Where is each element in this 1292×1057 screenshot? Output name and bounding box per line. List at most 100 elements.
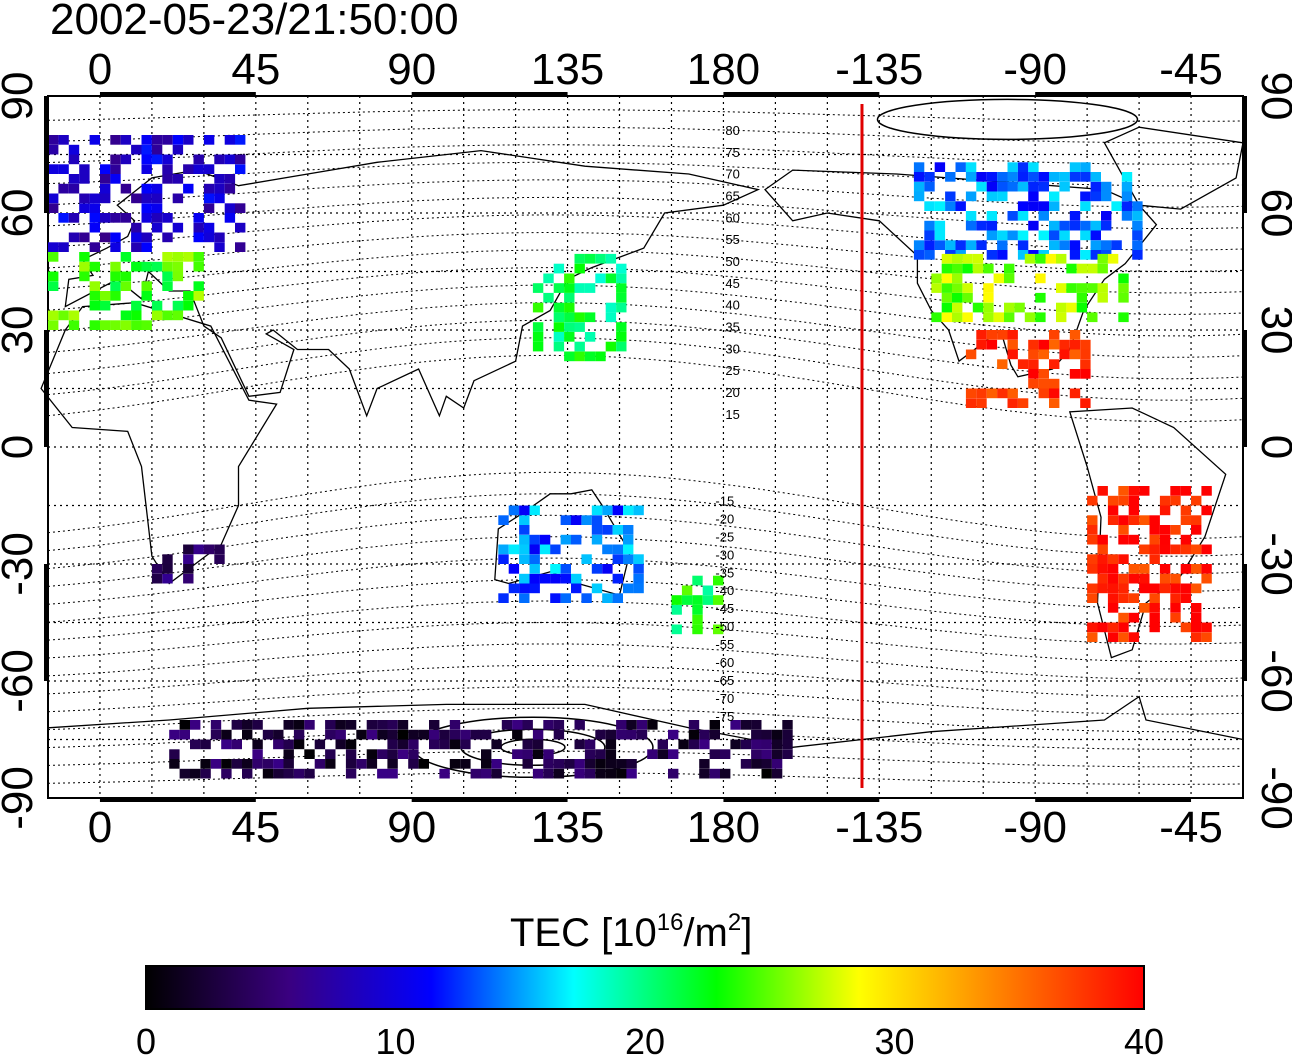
tec-cell [512, 749, 523, 759]
tec-cell [692, 575, 703, 586]
tec-cell [481, 729, 492, 740]
tec-cell [553, 302, 565, 313]
tec-cell [972, 263, 984, 274]
tec-cell [955, 162, 966, 172]
tec-cell [224, 183, 236, 194]
tec-cell [131, 242, 142, 252]
tec-cell [1049, 240, 1060, 250]
tec-cell [952, 302, 963, 313]
colorbar-tick-label: 40 [1124, 1021, 1164, 1057]
tec-cell [1035, 292, 1046, 303]
tec-cell [1059, 349, 1070, 360]
tec-cell [1087, 554, 1098, 564]
tec-cell [151, 135, 163, 145]
tec-cell [1007, 172, 1018, 182]
tec-cell [1159, 583, 1171, 594]
tec-cell [141, 291, 152, 301]
tec-cell [1069, 220, 1081, 231]
tec-cell [692, 595, 703, 605]
tec-cell [709, 729, 720, 740]
tec-cell [720, 749, 731, 759]
tec-cell [1128, 573, 1140, 584]
tec-cell [68, 144, 80, 155]
tec-cell [1111, 240, 1122, 250]
tec-cell [924, 201, 935, 211]
tec-cell [242, 768, 253, 779]
tec-cell [224, 203, 236, 213]
tec-cell [771, 768, 783, 779]
tec-cell [553, 283, 565, 293]
left-tick-label: -90 [0, 766, 42, 830]
tec-cell [771, 739, 783, 750]
tec-cell [1004, 273, 1015, 284]
tec-cell [345, 768, 357, 779]
magnetic-contour [47, 514, 1244, 575]
tec-cell [945, 240, 956, 250]
tec-cell [997, 172, 1008, 182]
tec-cell [162, 232, 173, 243]
tec-cell [986, 220, 998, 231]
tec-cell [193, 222, 204, 233]
tec-cell [539, 573, 551, 584]
tec-cell [564, 283, 575, 293]
tec-cell [110, 291, 121, 301]
tec-cell [141, 144, 152, 155]
tec-cell [100, 174, 111, 184]
tec-cell [623, 554, 634, 564]
tec-cell [235, 242, 246, 252]
left-tick-label: -60 [0, 649, 42, 713]
tec-cell [997, 191, 1008, 202]
tec-cell [1139, 515, 1150, 525]
tec-cell [100, 183, 111, 194]
tec-cell [934, 220, 946, 231]
right-tick-label: 90 [1252, 72, 1292, 121]
tec-cell [751, 759, 762, 769]
tec-cell [210, 720, 222, 730]
tec-cell [529, 554, 540, 564]
tec-cell [387, 729, 398, 740]
tec-cell [761, 759, 772, 769]
tec-cell [48, 281, 59, 291]
tec-cell [470, 768, 481, 779]
tec-cell [449, 759, 461, 769]
tec-cell [699, 739, 710, 750]
tec-cell [1107, 583, 1119, 594]
tec-cell [1007, 162, 1018, 172]
tec-cell [740, 759, 752, 769]
tec-cell [574, 351, 585, 362]
tec-cell [1066, 283, 1077, 293]
tec-cell [671, 595, 682, 605]
tec-cell [1149, 583, 1160, 594]
tec-cell [508, 544, 520, 555]
frame-bar [1242, 330, 1247, 447]
tec-cell [584, 768, 596, 779]
tec-cell [68, 213, 80, 223]
tec-cell [1149, 525, 1160, 535]
tec-cell [314, 739, 326, 750]
tec-cell [141, 261, 152, 272]
tec-cell [172, 193, 184, 204]
tec-cell [293, 720, 305, 730]
tec-cell [1035, 312, 1046, 323]
tec-cell [190, 739, 201, 750]
tec-cell [1149, 534, 1160, 545]
tec-cell [976, 172, 987, 182]
tec-cell [972, 302, 984, 313]
tec-cell [1076, 302, 1088, 313]
tec-cell [1159, 495, 1171, 506]
tec-cell [131, 300, 142, 311]
tec-cell [1028, 162, 1039, 172]
tec-cell [1128, 486, 1140, 496]
tec-cell [986, 172, 998, 182]
tec-cell [532, 341, 544, 352]
tec-cell [751, 739, 762, 750]
tec-cell [553, 332, 565, 342]
tec-cell [1191, 612, 1202, 623]
tec-cell [1038, 211, 1049, 221]
tec-cell [1069, 172, 1081, 182]
tec-cell [1107, 505, 1119, 516]
tec-cell [602, 544, 613, 555]
tec-cell [997, 330, 1008, 340]
tec-cell [626, 729, 637, 740]
tec-cell [58, 183, 69, 194]
